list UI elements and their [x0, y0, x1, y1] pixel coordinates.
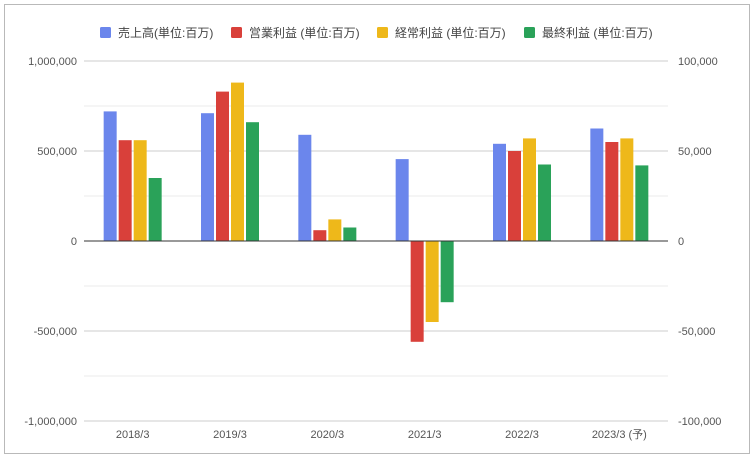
bar — [425, 241, 439, 322]
legend-swatch — [524, 27, 535, 38]
bar — [343, 227, 357, 241]
bar — [246, 122, 259, 241]
bar — [328, 219, 342, 241]
y-right-tick-label: -50,000 — [678, 326, 715, 338]
x-tick-label: 2023/3 (予) — [592, 428, 647, 441]
bar — [508, 151, 521, 241]
bar — [313, 230, 327, 241]
bar — [620, 138, 634, 241]
legend-label: 売上高(単位:百万) — [118, 25, 213, 40]
y-left-tick-label: 1,000,000 — [28, 56, 77, 68]
y-right-tick-label: 0 — [678, 236, 684, 248]
bar — [523, 138, 536, 241]
bar — [103, 111, 117, 242]
x-tick-label: 2020/3 — [311, 429, 345, 441]
y-left-tick-label: 500,000 — [37, 146, 77, 158]
bar — [635, 165, 649, 241]
bar — [231, 82, 244, 241]
x-tick-label: 2021/3 — [408, 429, 442, 441]
y-right-tick-label: 50,000 — [678, 146, 712, 158]
bar — [605, 142, 619, 241]
x-tick-label: 2019/3 — [213, 429, 247, 441]
bar — [590, 128, 604, 241]
bar — [216, 91, 229, 241]
bar — [133, 140, 147, 241]
bar — [118, 140, 132, 241]
y-left-tick-label: -500,000 — [34, 326, 77, 338]
bar — [395, 159, 409, 241]
y-left-tick-label: -1,000,000 — [24, 416, 77, 428]
legend-swatch — [100, 27, 111, 38]
legend-label: 営業利益 (単位:百万) — [249, 25, 360, 40]
legend-swatch — [377, 27, 388, 38]
bar — [493, 143, 506, 241]
y-right-tick-label: -100,000 — [678, 416, 721, 428]
bar — [440, 241, 454, 303]
bar — [298, 134, 312, 241]
legend-swatch — [231, 27, 242, 38]
bar — [538, 164, 551, 241]
y-right-tick-label: 100,000 — [678, 56, 718, 68]
bar — [201, 113, 214, 241]
y-left-tick-label: 0 — [71, 236, 77, 248]
x-tick-label: 2018/3 — [116, 429, 150, 441]
legend-label: 経常利益 (単位:百万) — [395, 25, 506, 40]
x-tick-label: 2022/3 — [505, 429, 539, 441]
bar — [410, 241, 424, 342]
legend-label: 最終利益 (単位:百万) — [542, 25, 653, 40]
bar — [148, 178, 162, 241]
